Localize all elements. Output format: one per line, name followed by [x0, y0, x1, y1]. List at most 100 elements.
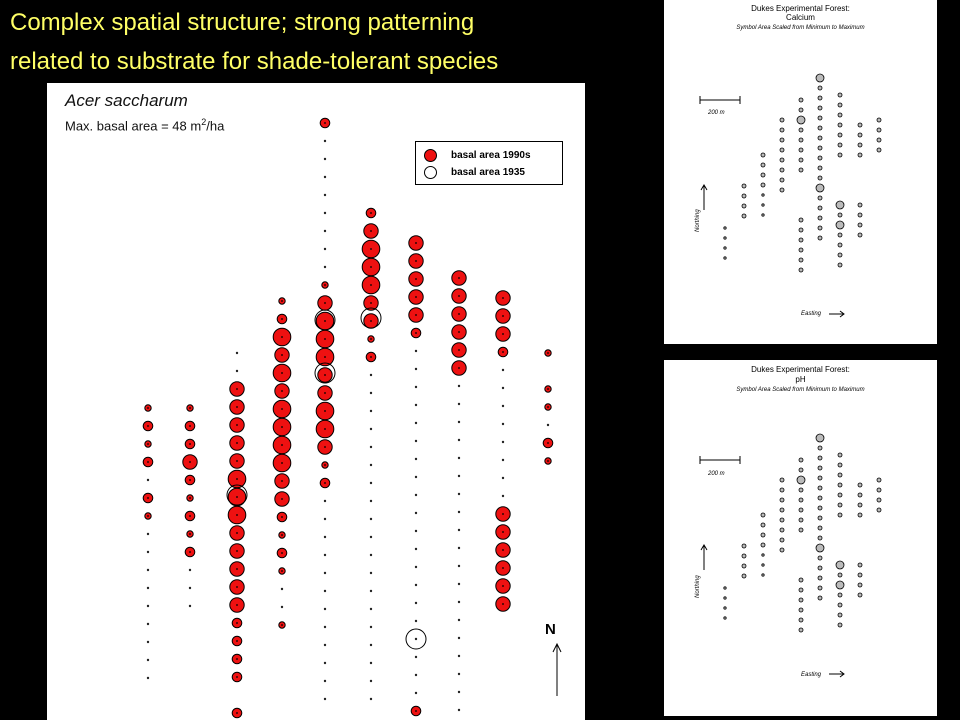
basal-1990-mark — [323, 139, 327, 143]
basal-1990-mark — [146, 676, 150, 680]
soil-sample-mark — [817, 225, 823, 231]
stand-symbol — [495, 506, 511, 522]
legend-label-1990: basal area 1990s — [451, 150, 531, 161]
stand-symbol — [276, 313, 288, 325]
plot-center-mark — [281, 498, 283, 500]
plot-center-mark — [281, 570, 283, 572]
stand-symbol — [276, 511, 288, 523]
stand-symbol — [229, 453, 245, 469]
calcium-map-title: Dukes Experimental Forest: — [751, 4, 850, 13]
plot-center-mark — [370, 320, 372, 322]
basal-1990-mark — [323, 175, 327, 179]
stand-symbol — [369, 679, 373, 683]
plot-center-mark — [324, 320, 326, 322]
plot-center-mark — [547, 388, 549, 390]
stand-symbol — [323, 499, 327, 503]
stand-symbol — [280, 587, 284, 591]
soil-sample-mark — [798, 157, 804, 163]
stand-symbol — [501, 386, 505, 390]
calcium-easting-label: Easting — [801, 311, 822, 317]
basal-1990-mark — [457, 564, 461, 568]
soil-sample-mark — [815, 543, 825, 553]
stand-symbol — [182, 454, 198, 470]
calcium-northing-label: Northing — [695, 209, 701, 232]
basal-1990-mark — [457, 528, 461, 532]
stand-symbol — [235, 351, 239, 355]
stand-symbol — [315, 311, 335, 331]
basal-1990-mark — [457, 654, 461, 658]
stand-symbol — [321, 461, 329, 469]
soil-sample-mark — [798, 147, 804, 153]
stand-symbol — [501, 422, 505, 426]
plot-center-mark — [547, 406, 549, 408]
soil-sample-mark — [741, 553, 747, 559]
soil-sample-mark — [723, 606, 727, 610]
basal-1990-mark — [369, 391, 373, 395]
stand-symbol — [319, 477, 331, 489]
stand-symbol — [369, 391, 373, 395]
soil-sample-mark — [857, 492, 863, 498]
plot-center-mark — [236, 640, 238, 642]
stand-symbol — [319, 117, 331, 129]
stand-symbol — [369, 373, 373, 377]
plot-center-mark — [415, 332, 417, 334]
stand-symbol — [146, 568, 150, 572]
soil-sample-mark — [817, 495, 823, 501]
stand-symbol — [323, 607, 327, 611]
stand-symbol — [278, 531, 286, 539]
basal-1990-mark — [457, 510, 461, 514]
legend-row-1935: basal area 1935 — [424, 166, 525, 179]
soil-sample-mark — [837, 102, 843, 108]
plot-center-mark — [502, 351, 504, 353]
basal-1990-mark — [457, 456, 461, 460]
basal-1990-mark — [188, 568, 192, 572]
plot-center-mark — [147, 461, 149, 463]
soil-sample-mark — [779, 517, 785, 523]
stand-symbol — [414, 475, 418, 479]
soil-sample-mark — [798, 467, 804, 473]
soil-sample-mark — [817, 125, 823, 131]
stand-symbol — [323, 589, 327, 593]
stand-symbol — [146, 658, 150, 662]
basal-1990-mark — [414, 349, 418, 353]
soil-sample-mark — [817, 585, 823, 591]
soil-sample-mark — [817, 475, 823, 481]
basal-1990-mark — [369, 679, 373, 683]
basal-1990-mark — [369, 607, 373, 611]
stand-symbol — [457, 492, 461, 496]
calcium-scale-label: 200 m — [708, 110, 725, 116]
soil-sample-mark — [837, 142, 843, 148]
soil-sample-mark — [837, 112, 843, 118]
stand-symbol — [544, 403, 552, 411]
stand-symbol — [457, 420, 461, 424]
plot-center-mark — [281, 426, 283, 428]
soil-sample-mark — [817, 95, 823, 101]
basal-1990-mark — [146, 622, 150, 626]
stand-symbol — [323, 265, 327, 269]
plot-center-mark — [324, 392, 326, 394]
plot-center-mark — [415, 278, 417, 280]
soil-sample-mark — [779, 527, 785, 533]
soil-sample-mark — [817, 135, 823, 141]
stand-symbol — [414, 619, 418, 623]
basal-1990-mark — [323, 589, 327, 593]
plot-center-mark — [324, 284, 326, 286]
stand-symbol — [451, 324, 467, 340]
basal-1990-mark — [457, 600, 461, 604]
stand-symbol — [414, 637, 418, 641]
ph-map-variable: pH — [795, 375, 806, 384]
soil-sample-mark — [837, 592, 843, 598]
stand-symbol — [272, 453, 292, 473]
basal-1990-mark — [323, 265, 327, 269]
soil-sample-mark — [779, 177, 785, 183]
basal-1990-mark — [501, 494, 505, 498]
basal-1990-mark — [323, 553, 327, 557]
soil-sample-mark — [741, 543, 747, 549]
basal-1990-mark — [369, 517, 373, 521]
plot-center-mark — [324, 374, 326, 376]
stand-symbol — [457, 510, 461, 514]
soil-sample-mark — [779, 127, 785, 133]
plot-center-mark — [281, 318, 283, 320]
stand-symbol — [146, 478, 150, 482]
stand-symbol — [408, 271, 424, 287]
